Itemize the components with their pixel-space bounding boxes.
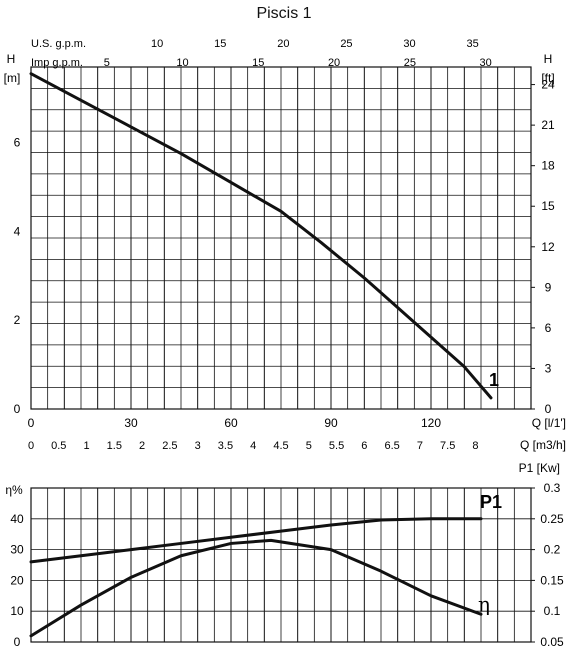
top-right-tick-label: 0 xyxy=(545,402,552,416)
bottom-right-tick-label: 0.25 xyxy=(540,512,564,526)
top-imp-gpm-tick-label: 15 xyxy=(252,57,264,69)
bottom-right-tick-label: 0.1 xyxy=(544,604,561,618)
top-imp-gpm-tick-label: 5 xyxy=(104,57,110,69)
top-left-axis-unit: [m] xyxy=(4,71,21,85)
bottom-right-tick-label: 0.15 xyxy=(540,573,564,587)
top-right-axis-label: H xyxy=(544,52,553,66)
bottom-p1-series-label: P1 xyxy=(480,492,502,512)
top-right-tick-label: 24 xyxy=(541,78,555,92)
bottom-left-tick-label: 20 xyxy=(10,573,24,587)
bottom-m3h-tick-label: 3 xyxy=(195,440,201,452)
bottom-m3h-tick-label: 3.5 xyxy=(218,440,233,452)
bottom-left-tick-label: 30 xyxy=(10,543,24,557)
bottom-m3h-tick-label: 7 xyxy=(417,440,423,452)
bottom-chart-frame xyxy=(30,487,532,643)
top-left-axis-label: H xyxy=(7,52,16,66)
top-right-tick-label: 15 xyxy=(541,199,555,213)
bottom-m3h-tick-label: 4.5 xyxy=(273,440,288,452)
bottom-lpm-tick-label: 0 xyxy=(28,416,35,430)
bottom-lpm-tick-label: 90 xyxy=(324,416,338,430)
bottom-eta-series-line xyxy=(29,538,483,638)
top-us-gpm-tick-label: 15 xyxy=(214,38,226,50)
bottom-m3h-tick-label: 6 xyxy=(361,440,367,452)
top-right-tick-label: 9 xyxy=(545,280,552,294)
bottom-q-m3h-label: Q [m3/h] xyxy=(520,438,566,452)
top-right-tick-label: 6 xyxy=(545,321,552,335)
bottom-left-tick-label: 40 xyxy=(10,512,24,526)
bottom-right-axis-label: P1 [Kw] xyxy=(519,461,560,475)
bottom-m3h-tick-label: 8 xyxy=(472,440,478,452)
bottom-m3h-tick-label: 0.5 xyxy=(51,440,66,452)
bottom-m3h-tick-label: 5.5 xyxy=(329,440,344,452)
bottom-right-tick-label: 0.3 xyxy=(544,481,561,495)
top-us-gpm-tick-label: 25 xyxy=(340,38,352,50)
bottom-m3h-tick-label: 0 xyxy=(28,440,34,452)
top-us-gpm-tick-label: 20 xyxy=(277,38,289,50)
bottom-m3h-tick-label: 5 xyxy=(306,440,312,452)
bottom-right-tick-label: 0.05 xyxy=(540,635,564,649)
top-chart-frame xyxy=(30,66,532,410)
bottom-m3h-tick-label: 2 xyxy=(139,440,145,452)
bottom-m3h-tick-label: 6.5 xyxy=(384,440,399,452)
top-right-tick-label: 3 xyxy=(545,361,552,375)
bottom-p1-series-line xyxy=(29,517,483,564)
bottom-q-lpm-label: Q [l/1'] xyxy=(532,416,566,430)
top-right-tick-label: 18 xyxy=(541,159,555,173)
bottom-right-tick-label: 0.2 xyxy=(544,543,561,557)
bottom-m3h-tick-label: 2.5 xyxy=(162,440,177,452)
top-right-tick-label: 12 xyxy=(541,240,555,254)
top-left-tick-label: 2 xyxy=(14,313,21,327)
top-left-tick-label: 6 xyxy=(14,136,21,150)
top-series-label: 1 xyxy=(489,370,499,390)
chart-title: Piscis 1 xyxy=(256,5,311,22)
bottom-left-tick-label: 0 xyxy=(14,635,21,649)
bottom-m3h-tick-label: 4 xyxy=(250,440,256,452)
top-series-line xyxy=(29,72,493,400)
top-us-gpm-tick-label: 35 xyxy=(467,38,479,50)
top-us-gpm-label: U.S. g.p.m. xyxy=(31,38,86,50)
bottom-m3h-tick-label: 1 xyxy=(83,440,89,452)
top-right-tick-label: 21 xyxy=(541,118,555,132)
top-left-tick-label: 4 xyxy=(14,224,21,238)
bottom-left-axis-label: η% xyxy=(5,483,23,497)
top-left-tick-label: 0 xyxy=(14,402,21,416)
bottom-lpm-tick-label: 120 xyxy=(421,416,441,430)
bottom-eta-series-label: η xyxy=(478,592,490,616)
top-us-gpm-tick-label: 30 xyxy=(403,38,415,50)
top-imp-gpm-tick-label: 30 xyxy=(479,57,491,69)
bottom-left-tick-label: 10 xyxy=(10,604,24,618)
bottom-m3h-tick-label: 1.5 xyxy=(107,440,122,452)
axis-tick-marks xyxy=(531,84,535,643)
bottom-lpm-tick-label: 30 xyxy=(124,416,138,430)
top-imp-gpm-tick-label: 20 xyxy=(328,57,340,69)
top-imp-gpm-tick-label: 25 xyxy=(404,57,416,69)
top-imp-gpm-tick-label: 10 xyxy=(176,57,188,69)
top-right-axis-unit: [ft] xyxy=(541,71,554,85)
bottom-lpm-tick-label: 60 xyxy=(224,416,238,430)
bottom-m3h-tick-label: 7.5 xyxy=(440,440,455,452)
top-us-gpm-tick-label: 10 xyxy=(151,38,163,50)
top-imp-gpm-label: Imp g.p.m. xyxy=(31,57,83,69)
